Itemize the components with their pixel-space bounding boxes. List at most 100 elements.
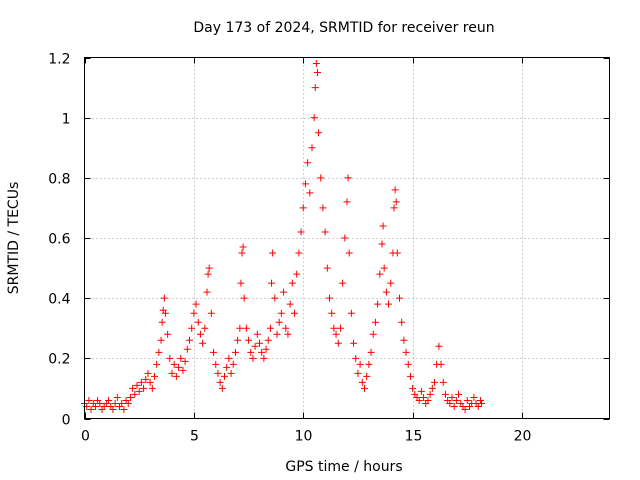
data-point: [374, 300, 382, 308]
data-point: [379, 222, 387, 230]
data-point: [310, 114, 318, 122]
y-tick-label: 1.2: [48, 52, 70, 68]
data-point: [286, 300, 294, 308]
data-point: [96, 399, 104, 407]
data-point: [175, 363, 183, 371]
data-point: [295, 249, 303, 257]
data-point: [431, 378, 438, 386]
data-point: [126, 393, 134, 401]
data-point: [345, 249, 353, 257]
data-point: [266, 324, 274, 332]
data-point: [239, 243, 247, 251]
data-point: [385, 300, 393, 308]
chart-title: Day 173 of 2024, SRMTID for receiver reu…: [193, 20, 494, 36]
data-point: [161, 309, 169, 317]
data-point: [291, 309, 298, 317]
data-point: [271, 294, 279, 302]
data-point: [124, 399, 132, 407]
data-point: [247, 348, 255, 356]
data-point: [284, 330, 292, 338]
grid: [84, 57, 610, 419]
data-point: [216, 378, 224, 386]
data-point: [137, 378, 145, 386]
data-point: [293, 270, 301, 278]
data-point: [214, 369, 222, 377]
data-point: [221, 372, 228, 380]
data-point: [455, 390, 463, 398]
data-point: [332, 330, 340, 338]
data-point: [288, 279, 296, 287]
data-point: [282, 324, 290, 332]
data-point: [439, 378, 447, 386]
data-point: [409, 384, 417, 392]
data-point: [396, 294, 403, 302]
x-axis-label: GPS time / hours: [285, 459, 402, 475]
data-point: [446, 399, 454, 407]
data-point: [367, 348, 375, 356]
data-point: [158, 318, 166, 326]
data-point: [334, 339, 342, 347]
data-point: [177, 354, 185, 362]
data-point: [404, 360, 412, 368]
data-point: [371, 318, 379, 326]
data-point: [470, 393, 478, 401]
data-point: [207, 309, 215, 317]
data-point: [420, 393, 428, 401]
data-point: [461, 405, 469, 413]
data-point: [142, 375, 150, 383]
data-point: [131, 390, 139, 398]
data-point: [164, 330, 172, 338]
data-point: [201, 324, 209, 332]
data-point: [181, 357, 189, 365]
data-point: [326, 294, 333, 302]
y-tick-label: 0.2: [48, 352, 70, 368]
data-point: [350, 339, 358, 347]
data-point: [299, 204, 307, 212]
data-point: [315, 129, 323, 137]
data-point: [109, 405, 117, 413]
data-point: [188, 324, 196, 332]
y-tick-label: 0.6: [48, 232, 70, 248]
data-point: [390, 204, 398, 212]
data-point: [343, 198, 351, 206]
data-point: [308, 144, 316, 152]
data-point: [170, 360, 178, 368]
data-point: [382, 288, 390, 296]
data-point: [205, 264, 213, 272]
data-point: [229, 360, 237, 368]
data-point: [172, 372, 180, 380]
data-point: [406, 372, 414, 380]
data-point: [415, 396, 423, 404]
y-axis-label: SRMTID / TECUs: [6, 182, 22, 295]
data-point: [356, 360, 364, 368]
data-point: [186, 336, 193, 344]
data-point: [393, 249, 401, 257]
data-point: [227, 369, 235, 377]
data-point: [363, 372, 371, 380]
data-point: [168, 369, 176, 377]
data-point: [240, 294, 248, 302]
data-point: [378, 240, 386, 248]
data-point: [463, 396, 471, 404]
data-point: [306, 189, 314, 197]
data-point: [369, 330, 377, 338]
data-point: [218, 384, 226, 392]
data-point: [352, 354, 360, 362]
data-point: [354, 369, 362, 377]
data-point: [256, 339, 263, 347]
data-point: [190, 309, 198, 317]
data-point: [344, 174, 352, 182]
data-point: [238, 249, 246, 257]
x-tick-label: 5: [190, 429, 199, 445]
data-point: [313, 69, 321, 77]
data-point: [402, 348, 410, 356]
data-point: [280, 288, 288, 296]
y-tick-label: 0: [62, 413, 71, 429]
data-point: [234, 336, 242, 344]
x-tick-label: 15: [405, 429, 423, 445]
data-point: [183, 345, 191, 353]
data-point: [474, 402, 482, 410]
axis-ticks: 0 5 10 15 20 0 0.2 0.4 0.6 0.8 1 1.2: [48, 52, 610, 445]
data-point: [273, 330, 281, 338]
